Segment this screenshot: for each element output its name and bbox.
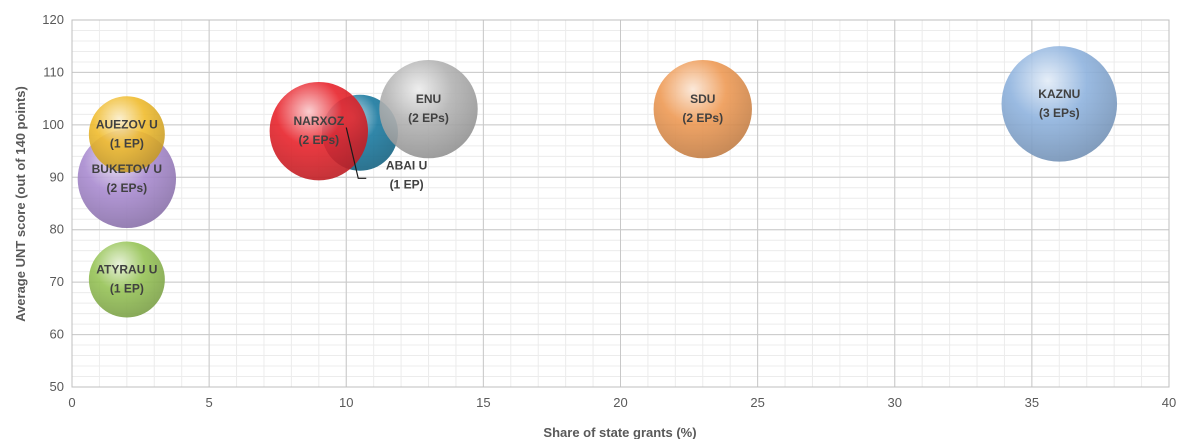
bubble-label-name: ENU [416,92,441,106]
bubble-label-eps: (1 EP) [110,282,144,296]
y-tick-label: 70 [50,274,64,289]
bubble-label-eps: (2 EPs) [682,111,723,125]
y-tick-label: 90 [50,169,64,184]
bubble-label-name: NARXOZ [293,114,344,128]
y-axis-title: Average UNT score (out of 140 points) [13,86,28,322]
y-tick-label: 80 [50,222,64,237]
bubble [379,59,478,159]
bubble-label-eps: (2 EPs) [298,133,339,147]
bubble [653,59,752,159]
bubble-label-name: BUKETOV U [92,162,162,176]
x-tick-label: 20 [613,395,627,410]
bubble-label-name: SDU [690,92,715,106]
bubble [1001,46,1118,162]
plot-border [71,19,1170,388]
x-tick-label: 30 [888,395,902,410]
y-tick-label: 60 [50,327,64,342]
bubble-label-eps: (1 EP) [390,177,424,191]
x-tick-label: 5 [206,395,213,410]
bubble-label-name: AUEZOV U [96,117,158,131]
y-tick-label: 100 [42,117,64,132]
y-tick-label: 120 [42,12,64,27]
x-axis-tick-labels: 0 5 10 15 20 25 30 35 40 [68,395,1176,410]
x-tick-label: 35 [1025,395,1039,410]
bubble-label-name: KAZNU [1038,87,1080,101]
bubble-label-eps: (2 EPs) [107,181,148,195]
bubbles [77,46,1118,318]
x-tick-label: 40 [1162,395,1176,410]
x-tick-label: 10 [339,395,353,410]
bubble [269,81,369,181]
x-tick-label: 25 [750,395,764,410]
bubble-label-eps: (2 EPs) [408,111,449,125]
y-axis-tick-labels: 50 60 70 80 90 100 110 120 [42,12,64,394]
bubble-label-name: ATYRAU U [96,263,157,277]
x-tick-label: 15 [476,395,490,410]
y-tick-label: 110 [43,64,64,79]
bubble [88,241,165,318]
x-tick-label: 0 [68,395,75,410]
bubble-label-eps: (3 EPs) [1039,106,1080,120]
leader-lines [345,127,367,179]
bubble-label-eps: (1 EP) [110,136,144,150]
abai-leader-line [345,127,367,179]
bubble-label-name: ABAI U [386,158,427,172]
bubble-labels: BUKETOV U (2 EPs) AUEZOV U (1 EP) ATYRAU U (1… [92,87,1081,296]
x-axis-title: Share of state grants (%) [543,425,696,439]
y-tick-label: 50 [50,379,64,394]
bubble [88,96,165,173]
plot-area-frame [71,19,1170,388]
